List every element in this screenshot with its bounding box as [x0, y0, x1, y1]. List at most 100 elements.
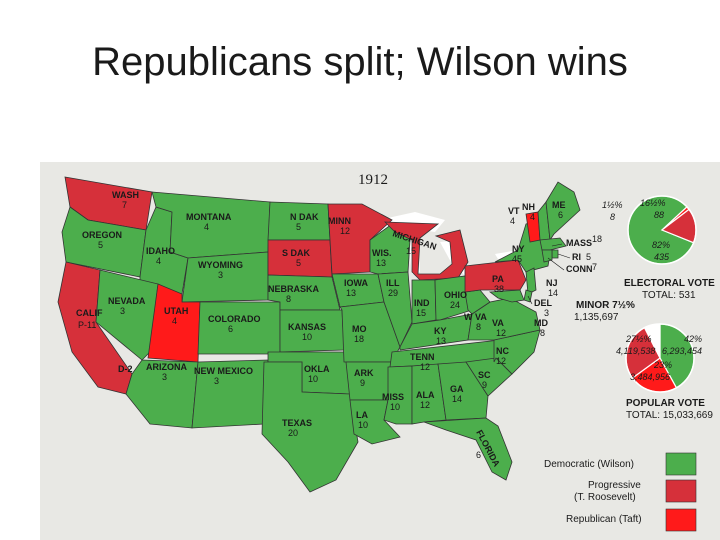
pv-democratic-count: 6,293,454: [662, 346, 702, 356]
state-votes-del: 3: [544, 308, 549, 318]
state-votes-idaho: 4: [156, 256, 161, 266]
state-votes-montana: 4: [204, 222, 209, 232]
state-votes-miss: 10: [390, 402, 400, 412]
state-label-ri: RI: [572, 252, 581, 262]
state-votes-vt: 4: [510, 216, 515, 226]
state-label-ala: ALA: [416, 390, 435, 400]
state-nj: [525, 267, 537, 295]
legend-label-republican: Republican (Taft): [566, 514, 642, 525]
state-votes-texas: 20: [288, 428, 298, 438]
map-canvas: 1912 WASH 7 OREGON 5 CALIF P-11 D-2 IDAH…: [40, 162, 720, 540]
pv-heading: POPULAR VOTE: [626, 398, 705, 409]
state-label-pa: PA: [492, 274, 504, 284]
state-label-ark: ARK: [354, 368, 374, 378]
state-label-minn: MINN: [328, 216, 351, 226]
state-votes-ala: 12: [420, 400, 430, 410]
state-label-ny: NY: [512, 244, 525, 254]
legend: Democratic (Wilson) Progressive (T. Roos…: [544, 452, 697, 532]
state-label-nj: NJ: [546, 278, 558, 288]
state-texas: [261, 361, 359, 493]
state-label-montana: MONTANA: [186, 212, 232, 222]
state-label-ind: IND: [414, 298, 430, 308]
state-label-ohio: OHIO: [444, 290, 467, 300]
state-label-nc: NC: [496, 346, 509, 356]
state-votes-pa: 38: [494, 284, 504, 294]
state-label-nevada: NEVADA: [108, 296, 146, 306]
state-michigan: [383, 221, 469, 281]
state-votes-wyoming: 3: [218, 270, 223, 280]
legend-swatch-democratic: [665, 452, 697, 476]
state-votes-florida: 6: [476, 450, 481, 460]
pv-progressive-count: 4,119,538: [616, 346, 655, 356]
state-label-va: VA: [492, 318, 504, 328]
state-votes-kansas: 10: [302, 332, 312, 342]
election-map-figure: 1912 WASH 7 OREGON 5 CALIF P-11 D-2 IDAH…: [40, 162, 720, 540]
slide-title: Republicans split; Wilson wins: [92, 40, 628, 84]
state-votes-w-va: 8: [476, 322, 481, 332]
state-votes-ri: 5: [586, 252, 591, 262]
map-year: 1912: [358, 172, 388, 188]
state-label-wis: WIS.: [372, 248, 392, 258]
state-label-d2: D-2: [118, 364, 133, 374]
state-ill: [377, 271, 413, 349]
state-florida: [423, 417, 513, 481]
state-label-conn: CONN: [566, 264, 593, 274]
state-votes-n-dak: 5: [296, 222, 301, 232]
state-label-sc: SC: [478, 370, 491, 380]
state-label-w-va: W VA: [464, 312, 487, 322]
state-label-s-dak: S DAK: [282, 248, 311, 258]
state-label-new-mexico: NEW MEXICO: [194, 366, 253, 376]
state-votes-oregon: 5: [98, 240, 103, 250]
pv-republican-count: 3,484,956: [630, 372, 670, 382]
state-md: [488, 289, 525, 303]
state-votes-nc: 12: [496, 356, 506, 366]
legend-swatch-progressive: [665, 479, 697, 503]
state-label-arizona: ARIZONA: [146, 362, 187, 372]
state-ri: [551, 249, 559, 259]
legend-swatch-republican: [665, 508, 697, 532]
state-votes-la: 10: [358, 420, 368, 430]
state-votes-okla: 10: [308, 374, 318, 384]
state-label-wyoming: WYOMING: [198, 260, 243, 270]
state-label-wash: WASH: [112, 190, 139, 200]
ev-democratic-pct: 82%: [652, 240, 670, 250]
legend-label-progressive-1: Progressive: [588, 480, 641, 491]
state-votes-nebraska: 8: [286, 294, 291, 304]
pv-democratic-pct: 42%: [684, 334, 702, 344]
state-label-nh: NH: [522, 202, 535, 212]
state-votes-me: 6: [558, 210, 563, 220]
state-votes-ark: 9: [360, 378, 365, 388]
ev-republican-count: 8: [610, 212, 615, 222]
pv-total: TOTAL: 15,033,669: [626, 410, 713, 421]
state-votes-conn: 7: [592, 262, 597, 272]
state-votes-sc: 9: [482, 380, 487, 390]
ev-progressive-pct: 16½%: [640, 198, 666, 208]
state-label-miss: MISS: [382, 392, 404, 402]
state-votes-arizona: 3: [162, 372, 167, 382]
state-label-iowa: IOWA: [344, 278, 368, 288]
pv-minor-label: MINOR 7½%: [576, 300, 635, 311]
state-votes-va: 12: [496, 328, 506, 338]
state-votes-ill: 29: [388, 288, 398, 298]
state-votes-nj: 14: [548, 288, 558, 298]
ev-total: TOTAL: 531: [642, 290, 696, 301]
state-label-mo: MO: [352, 324, 367, 334]
state-label-del: DEL: [534, 298, 553, 308]
ev-progressive-count: 88: [654, 210, 664, 220]
leader-lines: [527, 243, 571, 305]
pv-progressive-pct: 27½%: [625, 334, 652, 344]
state-mass: [539, 237, 567, 251]
state-label-kansas: KANSAS: [288, 322, 326, 332]
state-votes-mass: 18: [592, 234, 602, 244]
state-votes-colorado: 6: [228, 324, 233, 334]
state-label-me: ME: [552, 200, 566, 210]
state-label-utah: UTAH: [164, 306, 188, 316]
state-votes-minn: 12: [340, 226, 350, 236]
state-votes-calif: P-11: [78, 320, 96, 330]
state-label-la: LA: [356, 410, 368, 420]
state-votes-ny: 45: [512, 254, 522, 264]
state-votes-md: 8: [540, 328, 545, 338]
state-label-md: MD: [534, 318, 548, 328]
pv-minor-count: 1,135,697: [574, 312, 619, 323]
state-votes-mo: 18: [354, 334, 364, 344]
